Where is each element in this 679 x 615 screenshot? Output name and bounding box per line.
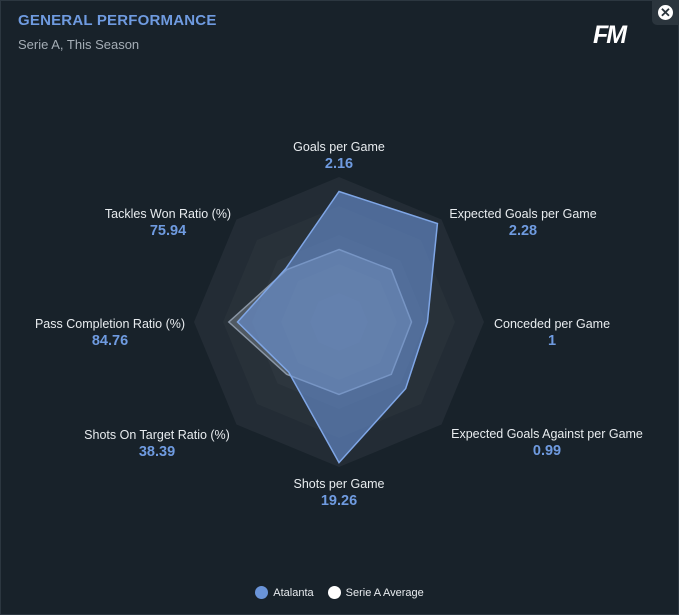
- axis-label: Expected Goals per Game 2.28: [449, 207, 596, 239]
- legend-swatch: [327, 586, 341, 599]
- axis-name: Expected Goals per Game: [449, 207, 597, 221]
- fm-logo: FM: [593, 21, 627, 49]
- axis-value: 84.76: [91, 333, 129, 349]
- axis-name: Shots per Game: [293, 477, 385, 491]
- axis-value: 2.28: [508, 223, 538, 239]
- axis-label: Conceded per Game 1: [494, 317, 610, 349]
- axis-name: Shots On Target Ratio (%): [84, 428, 230, 442]
- axis-value: 1: [547, 333, 557, 349]
- close-icon: ✕: [658, 5, 673, 20]
- legend-item-atalanta[interactable]: Atalanta: [255, 586, 314, 599]
- axis-label: Tackles Won Ratio (%) 75.94: [105, 207, 231, 239]
- legend-label: Serie A Average: [345, 586, 424, 599]
- legend-swatch: [255, 586, 269, 599]
- axis-value: 38.39: [138, 444, 176, 460]
- axis-label: Goals per Game 2.16: [293, 140, 385, 172]
- legend-label: Atalanta: [273, 586, 314, 599]
- axis-label: Pass Completion Ratio (%) 84.76: [35, 317, 185, 349]
- axis-label: Shots On Target Ratio (%) 38.39: [84, 428, 230, 460]
- axis-value: 19.26: [320, 493, 358, 509]
- axis-value: 0.99: [532, 443, 562, 459]
- axis-name: Goals per Game: [293, 140, 385, 154]
- panel-title: GENERAL PERFORMANCE: [18, 12, 217, 29]
- axis-label: Shots per Game 19.26: [293, 477, 384, 509]
- axis-name: Conceded per Game: [493, 317, 611, 331]
- axis-label: Expected Goals Against per Game 0.99: [451, 427, 643, 459]
- axis-value: 2.16: [324, 156, 354, 172]
- axis-name: Tackles Won Ratio (%): [104, 207, 232, 221]
- axis-name: Expected Goals Against per Game: [451, 427, 643, 441]
- axis-name: Pass Completion Ratio (%): [34, 317, 186, 331]
- panel-subtitle: Serie A, This Season: [18, 37, 140, 52]
- legend: Atalanta Serie A Average: [0, 586, 679, 599]
- axis-value: 75.94: [149, 223, 187, 239]
- close-button[interactable]: ✕: [652, 0, 679, 25]
- series-atalanta: [236, 190, 439, 464]
- legend-item-average[interactable]: Serie A Average: [327, 586, 424, 599]
